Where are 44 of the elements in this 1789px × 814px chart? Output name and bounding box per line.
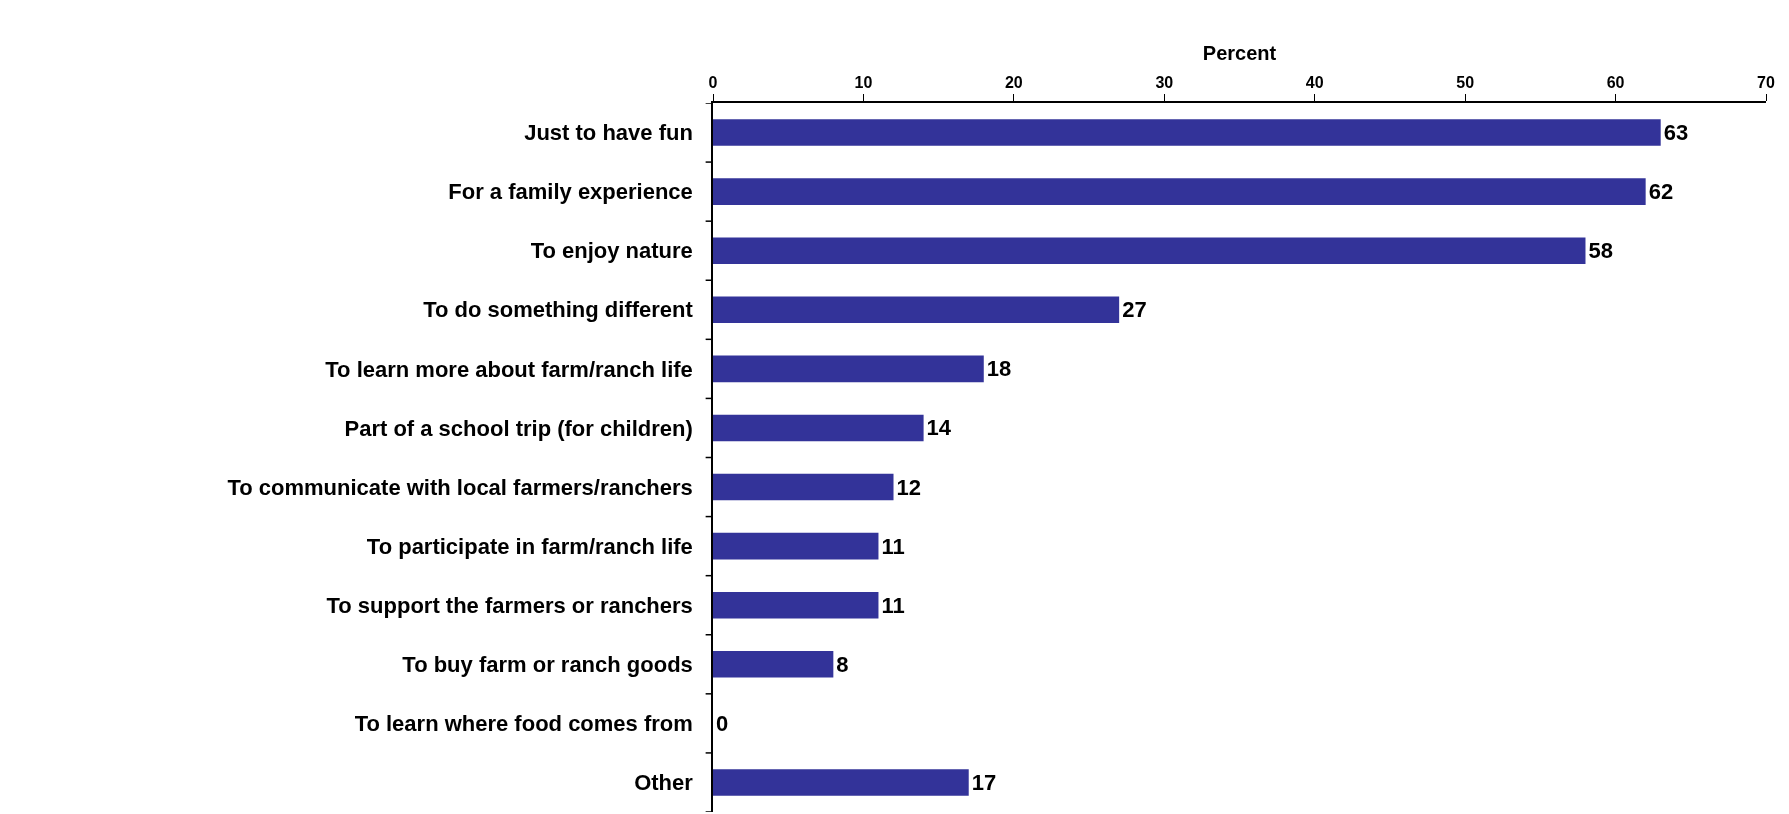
y-tick-label: To learn more about farm/ranch life: [325, 356, 693, 382]
data-label: 11: [881, 533, 905, 559]
x-tick-label: 30: [1155, 73, 1174, 91]
y-tick-label: To enjoy nature: [530, 238, 693, 264]
x-tick-label: 50: [1456, 73, 1475, 91]
bar: [713, 532, 879, 560]
bar: [713, 473, 894, 501]
x-tick-label: 70: [1757, 73, 1775, 91]
y-tick-label: To do something different: [423, 297, 694, 323]
data-label: 14: [926, 415, 952, 441]
x-axis-title: Percent: [1202, 41, 1277, 64]
x-tick-label: 10: [854, 73, 873, 91]
bar: [713, 591, 879, 619]
x-tick-label: 60: [1606, 73, 1625, 91]
y-tick-label: To participate in farm/ranch life: [366, 533, 693, 559]
y-tick-label: For a family experience: [448, 179, 693, 205]
data-label: 58: [1588, 238, 1613, 264]
data-label: 12: [896, 474, 921, 500]
y-tick-label: To support the farmers or ranchers: [326, 592, 693, 618]
data-label: 18: [986, 356, 1012, 382]
x-tick-label: 40: [1305, 73, 1324, 91]
y-tick-label: Just to have fun: [524, 120, 693, 146]
y-tick-label: To learn where food comes from: [354, 711, 693, 737]
bar: [713, 769, 969, 796]
data-label: 11: [881, 592, 905, 618]
data-label: 17: [971, 769, 997, 795]
bar: [713, 237, 1586, 264]
bar: [713, 178, 1646, 205]
bar: [713, 651, 834, 678]
bar: [713, 414, 924, 442]
x-tick-label: 20: [1004, 73, 1023, 91]
bar: [713, 296, 1120, 324]
data-label: 62: [1648, 179, 1674, 205]
y-tick-label: To communicate with local farmers/ranchers: [227, 474, 693, 500]
y-tick-label: To buy farm or ranch goods: [402, 651, 693, 677]
data-label: 27: [1122, 297, 1147, 323]
y-tick-label: Other: [634, 770, 694, 796]
x-tick-label: 0: [708, 73, 718, 91]
data-label: 0: [716, 710, 729, 736]
bar: [713, 119, 1661, 146]
y-tick-label: Part of a school trip (for children): [344, 415, 693, 441]
data-label: 63: [1663, 120, 1689, 146]
bar: [713, 355, 984, 383]
data-label: 8: [836, 651, 849, 677]
